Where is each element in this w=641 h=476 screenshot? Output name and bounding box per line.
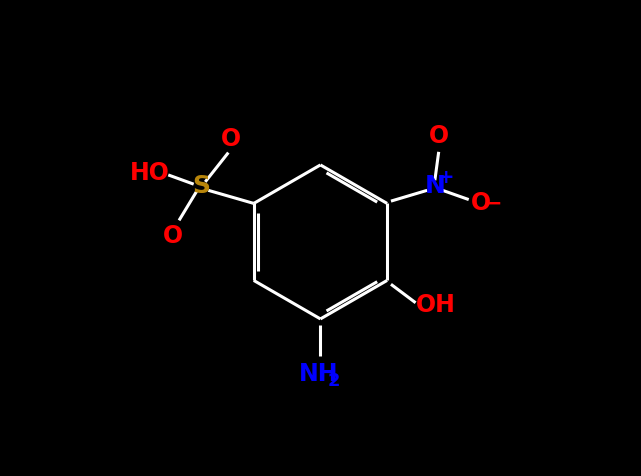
Text: N: N bbox=[424, 175, 445, 198]
Text: +: + bbox=[437, 168, 454, 187]
Text: 2: 2 bbox=[328, 372, 340, 389]
Text: OH: OH bbox=[415, 293, 456, 317]
Text: HO: HO bbox=[130, 160, 170, 185]
Text: O: O bbox=[163, 224, 183, 248]
Text: −: − bbox=[485, 193, 502, 213]
Text: NH: NH bbox=[299, 362, 338, 387]
Text: O: O bbox=[221, 127, 241, 151]
Text: O: O bbox=[429, 124, 449, 149]
Text: S: S bbox=[192, 175, 210, 198]
Text: O: O bbox=[471, 191, 491, 216]
